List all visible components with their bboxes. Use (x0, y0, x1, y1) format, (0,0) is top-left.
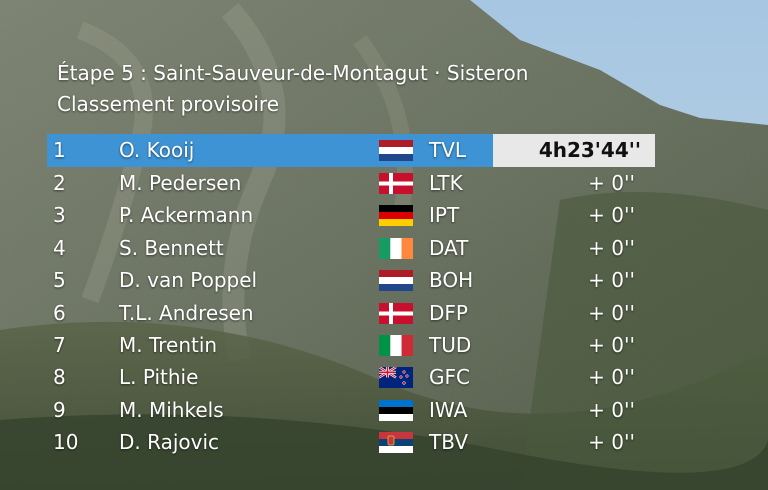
standings-row: 7 M. Trentin TUD + 0'' (47, 329, 655, 361)
standings-table: 1 O. Kooij TVL 4h23'44'' 2 M. Pedersen L… (47, 134, 655, 459)
rider-name: D. van Poppel (119, 268, 258, 293)
denmark-flag-icon (379, 302, 413, 324)
ireland-flag-icon (379, 237, 413, 259)
serbia-flag-icon (379, 432, 413, 454)
rank: 8 (53, 365, 66, 390)
rider-name: D. Rajovic (119, 430, 220, 455)
standings-row: 8 L. Pithie GFC + 0'' (47, 361, 655, 393)
standings-row: 10 D. Rajovic TBV + 0'' (47, 426, 655, 458)
standings-row: 4 S. Bennett DAT + 0'' (47, 232, 655, 264)
time-gap: + 0'' (588, 203, 635, 228)
standings-row: 9 M. Mihkels IWA + 0'' (47, 394, 655, 426)
team-code: GFC (429, 365, 470, 390)
time-gap: + 0'' (588, 397, 635, 422)
team-code: TVL (429, 138, 467, 162)
leader-time-box (493, 134, 655, 167)
standings-row: 5 D. van Poppel BOH + 0'' (47, 264, 655, 296)
finish-time: 4h23'44'' (538, 138, 641, 162)
rider-name: L. Pithie (119, 365, 199, 390)
estonia-flag-icon (379, 399, 413, 421)
rank: 5 (53, 268, 66, 293)
denmark-flag-icon (379, 173, 413, 194)
stage-title: Étape 5 : Saint-Sauveur-de-Montagut · Si… (57, 61, 529, 85)
rider-name: O. Kooij (119, 138, 195, 162)
standings-row: 2 M. Pedersen LTK + 0'' (47, 167, 655, 199)
team-code: DFP (429, 300, 468, 325)
team-code: IWA (429, 397, 468, 422)
rank: 3 (53, 203, 66, 228)
standings-row-leader: 1 O. Kooij TVL 4h23'44'' (47, 134, 655, 167)
germany-flag-icon (379, 205, 413, 227)
team-code: BOH (429, 268, 474, 293)
rider-name: P. Ackermann (119, 203, 254, 228)
rider-name: M. Trentin (119, 332, 218, 357)
rank: 6 (53, 300, 66, 325)
rider-name: M. Mihkels (119, 397, 224, 422)
team-code: IPT (429, 203, 460, 228)
stage-header: Étape 5 : Saint-Sauveur-de-Montagut · Si… (57, 58, 528, 120)
rank: 9 (53, 397, 66, 422)
rank: 1 (53, 138, 66, 162)
rank: 7 (53, 332, 66, 357)
leader-highlight-bar (47, 134, 493, 167)
time-gap: + 0'' (588, 235, 635, 260)
team-code: DAT (429, 235, 469, 260)
rider-name: S. Bennett (119, 235, 224, 260)
standings-subtitle: Classement provisoire (57, 92, 279, 116)
rank: 4 (53, 235, 66, 260)
team-code: TUD (429, 332, 472, 357)
time-gap: + 0'' (588, 300, 635, 325)
rider-name: M. Pedersen (119, 171, 242, 195)
team-code: LTK (429, 171, 463, 195)
netherlands-flag-icon (379, 140, 413, 161)
italy-flag-icon (379, 334, 413, 356)
standings-row: 6 T.L. Andresen DFP + 0'' (47, 297, 655, 329)
rank: 10 (53, 430, 79, 455)
standings-row: 3 P. Ackermann IPT + 0'' (47, 199, 655, 231)
time-gap: + 0'' (588, 332, 635, 357)
rank: 2 (53, 171, 66, 195)
new-zealand-flag-icon (379, 367, 413, 389)
team-code: TBV (429, 430, 469, 455)
time-gap: + 0'' (588, 268, 635, 293)
time-gap: + 0'' (588, 171, 635, 195)
time-gap: + 0'' (588, 365, 635, 390)
rider-name: T.L. Andresen (119, 300, 254, 325)
netherlands-flag-icon (379, 270, 413, 292)
time-gap: + 0'' (588, 430, 635, 455)
